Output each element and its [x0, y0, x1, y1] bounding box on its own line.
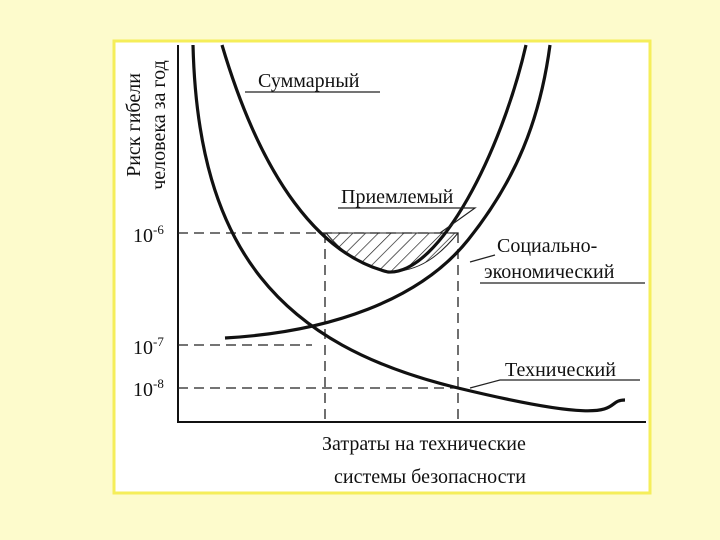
tick-base: 10 [133, 225, 153, 247]
x-label: системы безопасности [334, 466, 526, 488]
tick-exponent: -6 [153, 222, 164, 237]
y-label: Риск гибели [123, 73, 145, 177]
y-label: человека за год [148, 60, 170, 190]
technical-curve [191, 44, 626, 413]
x-label: Затраты на технические [322, 433, 526, 455]
total-curve [220, 44, 528, 274]
curve-label: Социально- [497, 235, 597, 257]
curve-label: экономический [484, 261, 615, 283]
curve-label: Суммарный [258, 70, 360, 92]
tick-base: 10 [133, 379, 153, 401]
leaders [245, 91, 645, 389]
curve-label: Технический [505, 359, 616, 381]
y-tick-label: 10-6 [133, 222, 164, 247]
tick-exponent: -7 [153, 334, 164, 349]
y-tick-label: 10-8 [133, 376, 164, 401]
social-curve [224, 44, 552, 340]
tick-base: 10 [133, 337, 153, 359]
y-tick-label: 10-7 [133, 334, 164, 359]
curve-label: Приемлемый [341, 186, 454, 208]
tick-exponent: -8 [153, 376, 164, 391]
